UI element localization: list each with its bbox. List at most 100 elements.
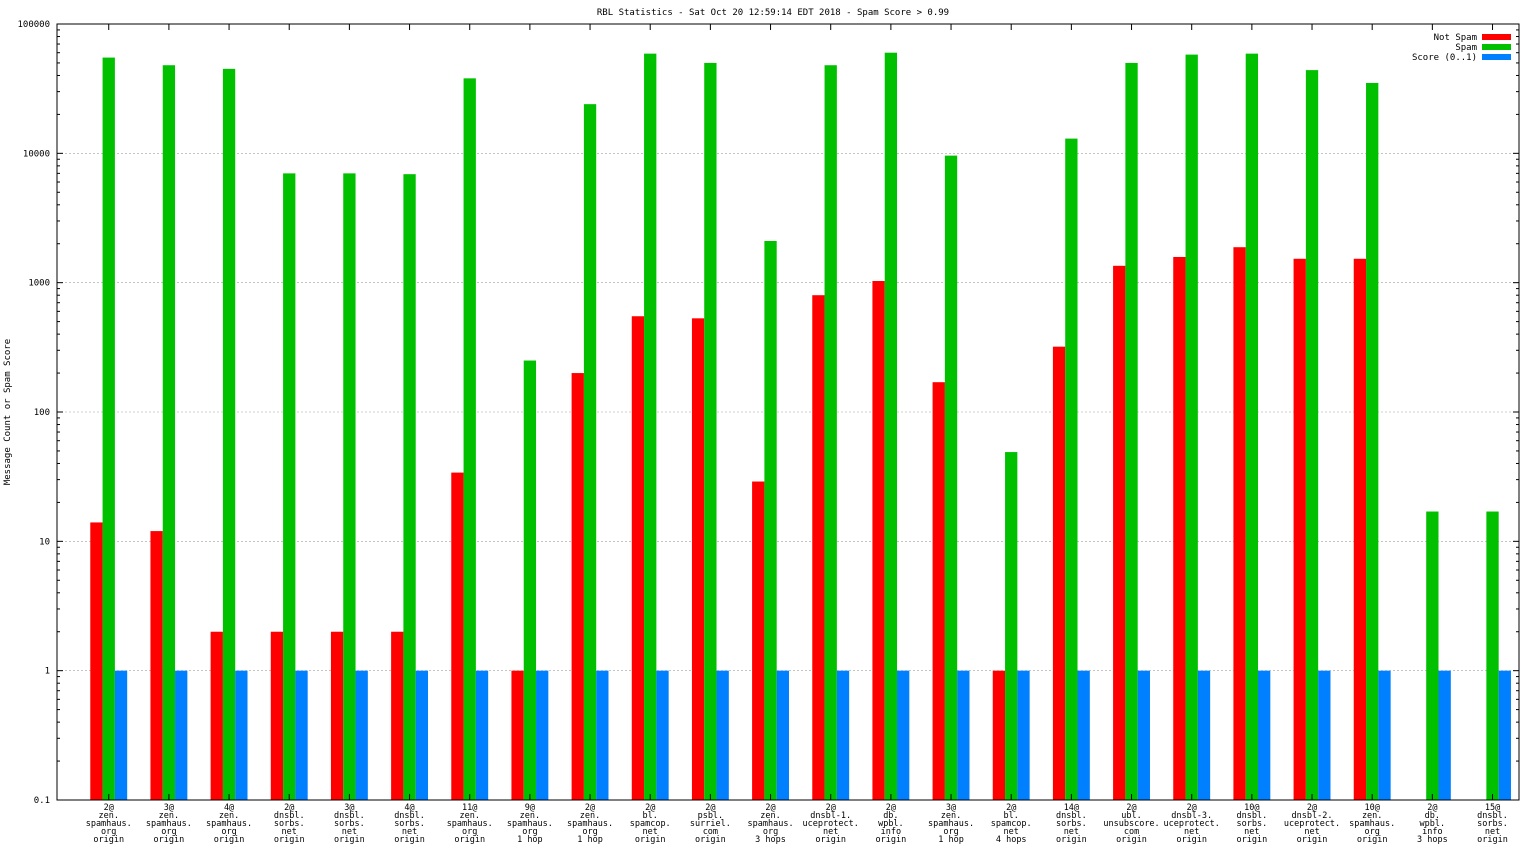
x-tick-label: 2@ bbox=[1307, 803, 1317, 813]
x-tick-label: origin bbox=[1477, 835, 1508, 845]
x-tick-label: spamcop. bbox=[630, 819, 671, 829]
x-tick-label: 1 hop bbox=[938, 835, 964, 845]
x-tick-label: org bbox=[582, 827, 597, 837]
y-tick-label: 1 bbox=[45, 667, 50, 677]
bar-not-spam bbox=[451, 472, 464, 800]
bar-spam bbox=[1366, 82, 1379, 800]
bar-score-0-1 bbox=[235, 670, 248, 800]
bar-not-spam bbox=[1113, 265, 1126, 800]
x-tick-label: 4@ bbox=[224, 803, 234, 813]
x-tick-label: 10@ bbox=[1365, 803, 1380, 813]
x-tick-label: origin bbox=[454, 835, 485, 845]
x-tick-label: zen. bbox=[520, 811, 540, 821]
bar-not-spam bbox=[90, 522, 103, 800]
bar-score-0-1 bbox=[1137, 670, 1150, 800]
bar-spam bbox=[1245, 53, 1259, 800]
x-tick-label: org bbox=[522, 827, 537, 837]
bar-not-spam bbox=[1353, 258, 1367, 800]
y-tick-label: 1000 bbox=[28, 279, 50, 289]
x-tick-label: bl. bbox=[643, 811, 658, 821]
x-tick-label: unsubscore. bbox=[1103, 819, 1159, 829]
x-tick-label: zen. bbox=[159, 811, 179, 821]
x-tick-labels: 2@zen.spamhaus.orgorigin3@zen.spamhaus.o… bbox=[86, 803, 1508, 845]
legend-swatch bbox=[1482, 54, 1511, 60]
y-tick-label: 10 bbox=[39, 537, 50, 547]
x-tick-label: 2@ bbox=[104, 803, 114, 813]
x-tick-label: 2@ bbox=[1187, 803, 1197, 813]
x-tick-label: sorbs. bbox=[394, 819, 425, 829]
x-tick-label: origin bbox=[635, 835, 666, 845]
x-tick-label: origin bbox=[1237, 835, 1268, 845]
x-tick-label: origin bbox=[1357, 835, 1388, 845]
bar-score-0-1 bbox=[1017, 670, 1030, 800]
chart-title: RBL Statistics - Sat Oct 20 12:59:14 EDT… bbox=[597, 8, 949, 18]
x-tick-label: com bbox=[703, 827, 718, 837]
x-tick-label: ubl. bbox=[1121, 811, 1141, 821]
x-tick-label: bl. bbox=[1004, 811, 1019, 821]
x-tick-label: 1 hop bbox=[517, 835, 543, 845]
x-tick-label: origin bbox=[93, 835, 124, 845]
x-tick-label: org bbox=[943, 827, 958, 837]
bar-score-0-1 bbox=[1077, 670, 1090, 800]
bar-score-0-1 bbox=[1378, 670, 1391, 800]
bar-score-0-1 bbox=[776, 670, 789, 800]
x-tick-label: origin bbox=[334, 835, 365, 845]
bar-not-spam bbox=[1293, 258, 1306, 800]
bar-score-0-1 bbox=[415, 670, 429, 800]
x-tick-label: dnsbl. bbox=[1477, 811, 1508, 821]
x-tick-label: zen. bbox=[1362, 811, 1382, 821]
x-tick-label: uceprotect. bbox=[1164, 819, 1220, 829]
bar-spam bbox=[1486, 511, 1499, 800]
x-tick-label: origin bbox=[274, 835, 305, 845]
x-tick-label: 2@ bbox=[585, 803, 595, 813]
x-tick-label: zen. bbox=[219, 811, 239, 821]
x-tick-label: uceprotect. bbox=[803, 819, 859, 829]
bar-not-spam bbox=[210, 631, 223, 800]
x-tick-label: dnsbl. bbox=[1056, 811, 1087, 821]
legend-label: Spam bbox=[1455, 43, 1477, 53]
x-tick-label: origin bbox=[876, 835, 907, 845]
x-tick-label: spamhaus. bbox=[507, 819, 553, 829]
x-tick-label: dnsbl. bbox=[394, 811, 425, 821]
x-tick-label: origin bbox=[1116, 835, 1147, 845]
x-tick-label: net bbox=[1184, 827, 1199, 837]
x-tick-label: spamhaus. bbox=[146, 819, 192, 829]
x-tick-label: zen. bbox=[580, 811, 600, 821]
x-tick-label: sorbs. bbox=[274, 819, 305, 829]
bar-spam bbox=[583, 104, 597, 800]
bar-spam bbox=[1185, 54, 1198, 801]
x-tick-label: 3 hops bbox=[1417, 835, 1448, 845]
x-tick-label: net bbox=[1004, 827, 1019, 837]
bar-score-0-1 bbox=[656, 670, 669, 800]
x-tick-label: wpbl. bbox=[1420, 819, 1446, 829]
x-tick-label: 14@ bbox=[1064, 803, 1079, 813]
x-tick-label: zen. bbox=[459, 811, 479, 821]
bar-spam bbox=[162, 65, 176, 800]
bar-not-spam bbox=[150, 531, 163, 800]
x-tick-label: dnsbl. bbox=[1237, 811, 1268, 821]
x-tick-label: origin bbox=[1056, 835, 1087, 845]
x-tick-label: 1 hop bbox=[577, 835, 603, 845]
bar-score-0-1 bbox=[897, 670, 910, 800]
x-tick-label: spamhaus. bbox=[206, 819, 252, 829]
bar-not-spam bbox=[330, 631, 344, 800]
x-tick-label: net bbox=[1485, 827, 1500, 837]
bar-score-0-1 bbox=[836, 670, 850, 800]
x-tick-label: 9@ bbox=[525, 803, 535, 813]
bar-score-0-1 bbox=[1197, 670, 1211, 800]
bar-spam bbox=[1125, 62, 1138, 800]
bar-spam bbox=[463, 78, 476, 801]
x-tick-label: spamhaus. bbox=[567, 819, 613, 829]
x-tick-label: db. bbox=[883, 811, 898, 821]
x-tick-label: sorbs. bbox=[1056, 819, 1087, 829]
bar-score-0-1 bbox=[536, 670, 549, 800]
bar-spam bbox=[644, 53, 657, 800]
x-tick-label: zen. bbox=[98, 811, 118, 821]
bar-spam bbox=[283, 173, 296, 801]
bar-not-spam bbox=[752, 481, 765, 800]
legend-swatch bbox=[1482, 34, 1511, 40]
bar-spam bbox=[824, 65, 837, 800]
bar-score-0-1 bbox=[475, 670, 489, 800]
bar-not-spam bbox=[511, 670, 524, 800]
